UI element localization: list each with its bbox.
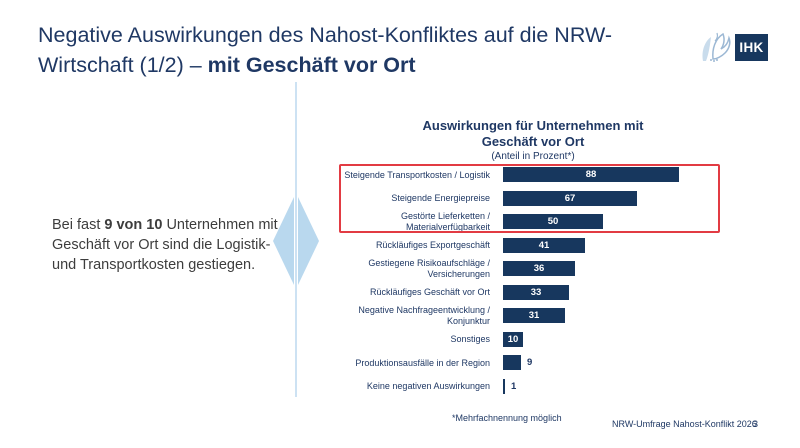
bar: 10	[503, 331, 523, 347]
value-label: 50	[547, 216, 559, 228]
category-label: Rückläufiges Exportgeschäft	[375, 240, 490, 250]
bar: 50	[503, 214, 603, 230]
chart-title: Auswirkungen für Unternehmen mit Geschäf…	[422, 118, 644, 149]
chart-row: Sonstiges 10	[335, 328, 731, 352]
bar-track: 67	[498, 190, 731, 206]
slide-title: Negative Auswirkungen des Nahost-Konflik…	[38, 20, 688, 80]
bar-track: 50	[498, 214, 731, 230]
footer-source: NRW-Umfrage Nahost-Konflikt 2026	[612, 419, 757, 429]
chart-row: Produktionsausfälle in der Region 9	[335, 351, 731, 375]
bar: 67	[503, 190, 637, 206]
chart-row: Gestörte Lieferketten / Materialverfügba…	[335, 210, 731, 234]
value-label: 9	[527, 357, 533, 369]
category-label: Steigende Energiepreise	[391, 193, 490, 203]
bar-track: 9	[498, 355, 731, 371]
chart-row: Keine negativen Auswirkungen 1	[335, 375, 731, 399]
bar	[503, 355, 521, 371]
category-label: Produktionsausfälle in der Region	[355, 357, 490, 368]
bar	[503, 378, 505, 394]
page-number: 3	[753, 419, 759, 429]
chart-row: Rückläufiges Exportgeschäft 41	[335, 234, 731, 258]
category-label: Negative Nachfrageentwicklung / Konjunkt…	[358, 305, 490, 326]
value-label: 10	[507, 333, 519, 345]
bar-track: 1	[498, 378, 731, 394]
slide-title-line2-bold: mit Geschäft vor Ort	[207, 53, 416, 77]
ihk-logo-text: IHK	[735, 34, 768, 61]
category-label: Gestörte Lieferketten / Materialverfügba…	[400, 211, 490, 232]
bar-track: 10	[498, 331, 731, 347]
bar: 41	[503, 237, 585, 253]
chart-row: Gestiegene Risikoaufschläge / Versicheru…	[335, 257, 731, 281]
diamond-icon	[273, 197, 319, 290]
value-label: 33	[530, 286, 542, 298]
ihk-logo: IHK	[697, 27, 768, 68]
bar: 36	[503, 261, 575, 277]
value-label: 67	[564, 192, 576, 204]
chart-row: Negative Nachfrageentwicklung / Konjunkt…	[335, 304, 731, 328]
bar-track: 88	[498, 167, 731, 183]
callout-before: Bei fast	[52, 217, 105, 233]
ihk-emblem-icon	[697, 27, 735, 68]
category-label: Steigende Transportkosten / Logistik	[344, 169, 490, 180]
value-label: 36	[533, 263, 545, 275]
category-label: Keine negativen Auswirkungen	[366, 381, 490, 391]
slide-title-line1: Negative Auswirkungen des Nahost-Konflik…	[38, 23, 613, 47]
bar-track: 31	[498, 308, 731, 324]
callout-after: Unternehmen mit Geschäft vor Ort sind di…	[52, 217, 278, 273]
bar: 88	[503, 167, 679, 183]
callout-bold: 9 von 10	[104, 217, 163, 233]
bar: 33	[503, 284, 569, 300]
bar: 31	[503, 308, 565, 324]
chart-rows: Steigende Transportkosten / Logistik 88 St…	[335, 163, 731, 398]
chart-subtitle: (Anteil in Prozent*)	[491, 151, 575, 162]
category-label: Rückläufiges Geschäft vor Ort	[369, 287, 490, 297]
footnote: *Mehrfachnennung möglich	[452, 413, 562, 423]
divider-line	[295, 82, 297, 397]
bar-track: 33	[498, 284, 731, 300]
chart-row: Rückläufiges Geschäft vor Ort 33	[335, 281, 731, 305]
chart-header: Auswirkungen für Unternehmen mit Geschäf…	[335, 118, 731, 163]
category-label: Sonstiges	[450, 334, 490, 344]
chart-row: Steigende Energiepreise 67	[335, 187, 731, 211]
value-label: 31	[528, 310, 540, 322]
bar-track: 41	[498, 237, 731, 253]
category-label: Gestiegene Risikoaufschläge / Versicheru…	[368, 258, 490, 279]
value-label: 41	[538, 239, 550, 251]
value-label: 1	[511, 380, 517, 392]
value-label: 88	[585, 169, 597, 181]
callout-text: Bei fast 9 von 10 Unternehmen mit Geschä…	[52, 215, 290, 275]
chart-row: Steigende Transportkosten / Logistik 88	[335, 163, 731, 187]
bar-track: 36	[498, 261, 731, 277]
slide-title-line2: Wirtschaft (1/2) –	[38, 53, 208, 77]
